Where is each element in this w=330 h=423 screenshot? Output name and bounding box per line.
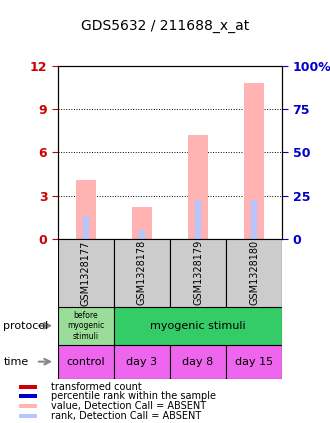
Bar xyxy=(114,307,282,345)
Bar xyxy=(139,231,145,239)
Bar xyxy=(19,385,37,389)
Bar xyxy=(114,239,170,307)
Text: rank, Detection Call = ABSENT: rank, Detection Call = ABSENT xyxy=(51,411,201,421)
Text: GSM1328179: GSM1328179 xyxy=(193,240,203,305)
Bar xyxy=(58,345,114,379)
Bar xyxy=(114,345,170,379)
Text: protocol: protocol xyxy=(3,321,49,331)
Text: transformed count: transformed count xyxy=(51,382,142,392)
Bar xyxy=(19,415,37,418)
Text: control: control xyxy=(66,357,105,367)
Bar xyxy=(76,180,96,239)
Text: day 3: day 3 xyxy=(126,357,157,367)
Bar xyxy=(251,200,257,239)
Text: day 8: day 8 xyxy=(182,357,214,367)
Text: GSM1328177: GSM1328177 xyxy=(81,240,91,305)
Text: myogenic stimuli: myogenic stimuli xyxy=(150,321,246,331)
Text: GSM1328178: GSM1328178 xyxy=(137,240,147,305)
Text: time: time xyxy=(3,357,29,367)
Text: percentile rank within the sample: percentile rank within the sample xyxy=(51,391,216,401)
Bar xyxy=(226,345,282,379)
Text: value, Detection Call = ABSENT: value, Detection Call = ABSENT xyxy=(51,401,206,411)
Bar xyxy=(132,207,152,239)
Text: before
myogenic
stimuli: before myogenic stimuli xyxy=(67,311,104,341)
Bar xyxy=(58,307,114,345)
Text: GSM1328180: GSM1328180 xyxy=(249,240,259,305)
Text: GDS5632 / 211688_x_at: GDS5632 / 211688_x_at xyxy=(81,19,249,33)
Bar xyxy=(170,345,226,379)
Bar xyxy=(244,83,264,239)
Text: day 15: day 15 xyxy=(235,357,273,367)
Bar xyxy=(58,239,114,307)
Bar xyxy=(170,239,226,307)
Bar xyxy=(19,394,37,398)
Bar xyxy=(195,200,201,239)
Bar xyxy=(226,239,282,307)
Bar xyxy=(19,404,37,408)
Bar xyxy=(83,216,88,239)
Bar xyxy=(188,135,208,239)
